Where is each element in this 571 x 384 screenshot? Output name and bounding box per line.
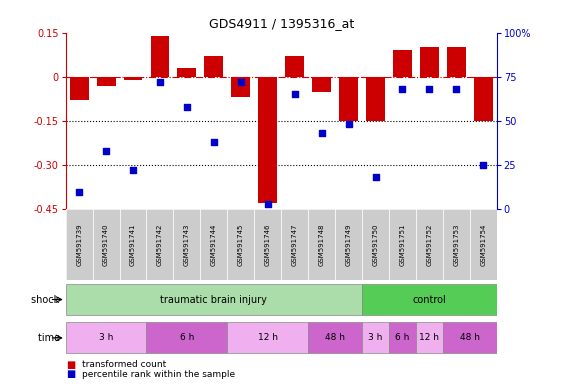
Text: 12 h: 12 h (258, 333, 278, 343)
Text: GSM591739: GSM591739 (76, 223, 82, 266)
Text: GSM591747: GSM591747 (292, 223, 297, 266)
Bar (119, 209, 147, 280)
Text: 48 h: 48 h (460, 333, 480, 343)
Point (478, 162, 488, 168)
Bar (151, 36, 170, 77)
Bar (416, 209, 443, 280)
Text: 3 h: 3 h (368, 333, 383, 343)
Text: GSM591740: GSM591740 (103, 223, 109, 266)
Title: GDS4911 / 1395316_at: GDS4911 / 1395316_at (208, 17, 354, 30)
Point (317, 130, 326, 136)
Bar (281, 209, 308, 280)
Text: GSM591752: GSM591752 (427, 223, 432, 266)
Text: GSM591754: GSM591754 (480, 223, 486, 266)
Bar (335, 209, 362, 280)
Bar (308, 323, 362, 353)
Text: GSM591748: GSM591748 (319, 223, 325, 266)
Point (425, 86, 434, 92)
Text: 6 h: 6 h (395, 333, 409, 343)
Bar (443, 323, 497, 353)
Point (210, 139, 219, 145)
Text: 48 h: 48 h (325, 333, 345, 343)
Text: GSM591743: GSM591743 (184, 223, 190, 266)
Point (290, 91, 299, 98)
Text: transformed count: transformed count (82, 360, 166, 369)
Text: 12 h: 12 h (420, 333, 440, 343)
Point (398, 86, 407, 92)
Bar (339, 77, 358, 121)
Bar (362, 209, 389, 280)
Bar (362, 323, 389, 353)
Bar (447, 47, 466, 77)
Bar (366, 77, 385, 121)
Bar (254, 209, 281, 280)
Bar (178, 68, 196, 77)
Text: control: control (412, 295, 447, 305)
Point (263, 201, 272, 207)
Text: GSM591751: GSM591751 (400, 223, 405, 266)
Text: GSM591744: GSM591744 (211, 223, 217, 266)
Bar (312, 77, 331, 91)
Point (182, 104, 191, 110)
Bar (147, 209, 174, 280)
Point (236, 79, 246, 85)
Bar (443, 209, 470, 280)
Bar (470, 209, 497, 280)
Point (452, 86, 461, 92)
Bar (70, 77, 89, 100)
Bar (258, 77, 277, 204)
Bar (227, 323, 308, 353)
Bar (286, 56, 304, 77)
Text: GSM591742: GSM591742 (157, 223, 163, 266)
Point (344, 121, 353, 127)
Text: ■: ■ (66, 369, 75, 379)
Bar (227, 209, 254, 280)
Bar (66, 209, 93, 280)
Point (371, 174, 380, 180)
Text: 6 h: 6 h (180, 333, 194, 343)
Bar (389, 209, 416, 280)
Bar (362, 284, 497, 315)
Bar (66, 284, 362, 315)
Bar (66, 323, 147, 353)
Point (75, 189, 84, 195)
Bar (204, 56, 223, 77)
Bar (93, 209, 119, 280)
Text: shock: shock (31, 295, 63, 305)
Text: ■: ■ (66, 360, 75, 370)
Bar (147, 323, 227, 353)
Text: time: time (38, 333, 63, 343)
Text: traumatic brain injury: traumatic brain injury (160, 295, 267, 305)
Bar (123, 77, 142, 80)
Text: 3 h: 3 h (99, 333, 113, 343)
Bar (389, 323, 416, 353)
Text: GSM591745: GSM591745 (238, 223, 244, 266)
Text: percentile rank within the sample: percentile rank within the sample (82, 370, 235, 379)
Point (128, 167, 138, 174)
Point (155, 79, 164, 85)
Bar (174, 209, 200, 280)
Bar (308, 209, 335, 280)
Bar (231, 77, 250, 98)
Point (102, 148, 111, 154)
Text: GSM591746: GSM591746 (265, 223, 271, 266)
Text: GSM591750: GSM591750 (372, 223, 379, 266)
Text: GSM591741: GSM591741 (130, 223, 136, 266)
Bar (420, 47, 439, 77)
Bar (416, 323, 443, 353)
Text: GSM591753: GSM591753 (453, 223, 459, 266)
Text: GSM591749: GSM591749 (345, 223, 352, 266)
Bar (200, 209, 227, 280)
Bar (393, 50, 412, 77)
Bar (96, 77, 115, 86)
Bar (474, 77, 493, 121)
